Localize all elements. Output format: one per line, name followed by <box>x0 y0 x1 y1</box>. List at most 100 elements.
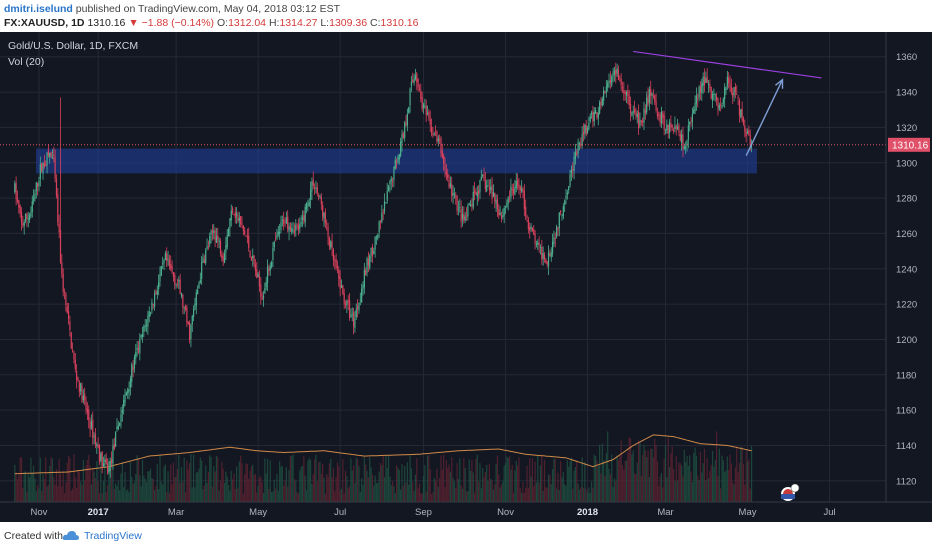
candle-body <box>601 98 603 106</box>
tradingview-cloud-icon <box>62 531 79 540</box>
candle-body <box>149 312 152 314</box>
volume-bar <box>510 469 512 502</box>
volume-bar <box>517 465 519 502</box>
author-link[interactable]: dmitri.iselund <box>4 3 73 15</box>
volume-bar <box>141 459 144 502</box>
candle-body <box>576 152 578 156</box>
volume-bar <box>686 455 688 502</box>
volume-bar <box>685 462 687 502</box>
candle-body <box>292 229 294 231</box>
resistance-trendline[interactable] <box>633 50 822 79</box>
volume-bar <box>84 480 86 502</box>
volume-bar <box>42 474 44 502</box>
candle-body <box>590 112 593 115</box>
volume-bar <box>65 482 67 502</box>
volume-bar <box>656 461 659 502</box>
volume-bar <box>37 485 39 502</box>
chart-panel[interactable]: 1120 1140 1160 1180 1200 1220 1240 1260 1280 1300… <box>0 32 932 522</box>
candles <box>14 62 753 478</box>
candle-body <box>543 254 546 260</box>
candle-body <box>584 124 586 134</box>
flag-icon[interactable] <box>781 483 800 501</box>
candle-body <box>636 113 638 118</box>
candle-body <box>261 297 263 300</box>
candle-body <box>85 400 87 410</box>
candle-body <box>479 179 481 193</box>
tradingview-brand-link[interactable]: TradingView <box>84 530 142 542</box>
candle-body <box>117 425 119 430</box>
candle-body <box>444 165 446 171</box>
candle-body <box>581 134 583 146</box>
x-tick-label: May <box>739 507 757 518</box>
volume-bar <box>24 471 27 502</box>
volume-bar <box>31 473 33 502</box>
candle-body <box>734 86 737 93</box>
y-tick-label: 1220 <box>896 300 917 311</box>
volume-bar <box>316 481 318 502</box>
volume-bar <box>86 460 88 502</box>
candle-body <box>78 382 80 392</box>
volume-bar <box>609 474 611 502</box>
volume-bar <box>20 457 23 502</box>
candle-body <box>487 185 489 187</box>
volume-bar <box>584 461 586 502</box>
candle-body <box>159 274 161 282</box>
price-chart[interactable]: 1120 1140 1160 1180 1200 1220 1240 1260 1280 1300… <box>0 32 932 522</box>
volume-bar <box>171 484 173 502</box>
candle-body <box>455 195 457 198</box>
candle-body <box>257 273 259 278</box>
volume-bar <box>371 474 374 502</box>
candle-body <box>223 253 226 263</box>
volume-bar <box>746 462 749 502</box>
time-axis[interactable]: Nov 2017 Mar May Jul Sep Nov 2018 Mar May Jul <box>0 501 932 518</box>
volume-bar <box>120 473 122 502</box>
candle-body <box>275 240 277 242</box>
candle-body <box>88 409 90 420</box>
candle-body <box>713 93 715 95</box>
volume-bar <box>80 481 82 502</box>
candle-body <box>116 426 118 430</box>
candle-body <box>355 308 357 318</box>
candle-body <box>136 348 138 350</box>
x-tick-label: Mar <box>657 507 673 518</box>
candle-body <box>182 295 184 308</box>
price-axis[interactable]: 1120 1140 1160 1180 1200 1220 1240 1260 1280 1300… <box>885 32 917 502</box>
candle-body <box>526 215 528 218</box>
candle-body <box>651 93 653 96</box>
volume-bar <box>38 488 40 502</box>
candle-body <box>742 118 745 125</box>
volume-bar <box>136 455 138 502</box>
projection-arrow[interactable] <box>745 78 784 156</box>
volume-bar <box>241 463 243 502</box>
volume-bar <box>207 471 209 502</box>
candle-body <box>272 247 274 260</box>
candle-body <box>660 111 663 124</box>
candle-body <box>486 185 488 192</box>
change-down-icon: ▼ <box>128 17 139 29</box>
volume-bar <box>348 485 351 502</box>
volume-bar <box>597 466 599 502</box>
candle-body <box>695 95 698 104</box>
volume-bar <box>733 484 735 502</box>
volume-bar <box>619 455 621 502</box>
candle-body <box>377 234 379 239</box>
volume-bar <box>14 464 16 502</box>
candle-body <box>549 253 551 256</box>
volume-bar <box>483 476 485 502</box>
volume-bar <box>539 465 542 502</box>
volume-bar <box>187 469 189 502</box>
candle-body <box>27 217 29 220</box>
candle-body <box>370 247 372 256</box>
projection-arrow-shaft <box>745 79 784 156</box>
volume-bar <box>322 463 324 502</box>
y-tick-label: 1180 <box>896 370 916 381</box>
volume-bar <box>565 485 567 502</box>
volume-bar <box>574 466 577 502</box>
candle-body <box>608 80 610 83</box>
volume-bar <box>119 490 121 502</box>
candle-body <box>276 234 278 239</box>
candle-body <box>154 293 156 307</box>
candle-body <box>746 131 749 134</box>
volume-bar <box>85 465 87 502</box>
candle-body <box>225 245 227 253</box>
